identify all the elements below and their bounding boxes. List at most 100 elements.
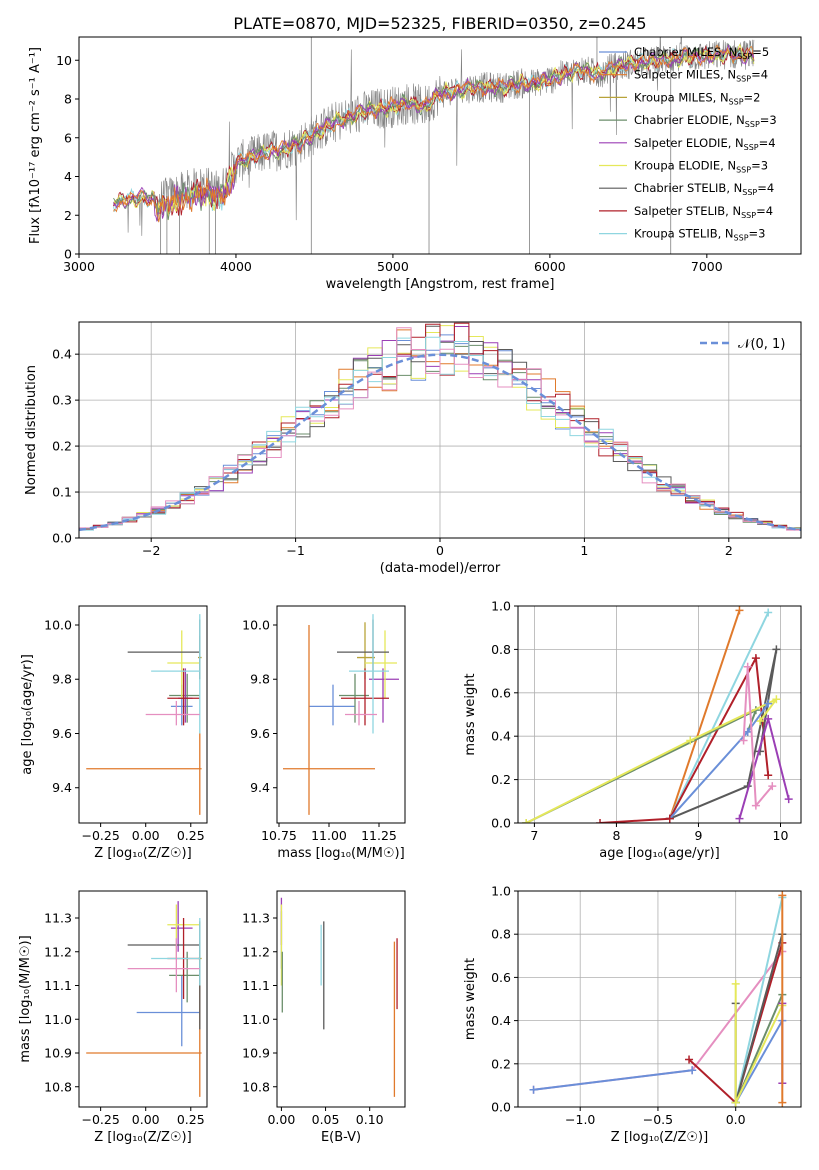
age_weight-ylabel: mass weight: [463, 673, 478, 755]
y-tick-label: 11.2: [44, 944, 72, 959]
x-tick-label: −0.25: [81, 828, 119, 843]
weight-series-line: [533, 1069, 693, 1091]
weight-point: [764, 714, 773, 723]
x-tick-label: 0.00: [267, 1112, 295, 1127]
weight-point: [768, 782, 777, 791]
weight-point: [743, 662, 752, 671]
y-tick-label: 11.1: [44, 978, 72, 993]
errorbar-point: [151, 918, 201, 986]
weight-point: [596, 819, 605, 823]
x-tick-label: −1: [286, 543, 304, 558]
weight-point: [778, 891, 787, 900]
errorbar-point: [309, 684, 355, 726]
y-tick-label: 0: [64, 247, 72, 262]
model-spectrum-line: [113, 44, 754, 223]
residual-histogram: [79, 327, 801, 531]
errorbar-point: [345, 700, 377, 726]
y-tick-label: 11.1: [242, 978, 270, 993]
weight-series-line: [734, 897, 784, 1103]
age_weight-plot-area: [518, 606, 801, 823]
x-tick-label: 7: [530, 828, 538, 843]
legend-entry: Salpeter STELIB, NSSP=4: [634, 204, 773, 220]
weight-point: [772, 645, 781, 654]
weight-point: [529, 1085, 538, 1094]
weight-point: [739, 736, 748, 745]
legend-entry: 𝒩(0, 1): [738, 337, 785, 352]
x-tick-label: −0.25: [81, 1112, 119, 1127]
weight-series-line: [668, 612, 770, 820]
weight-point: [685, 1055, 694, 1064]
spectrum-frame: [78, 36, 802, 255]
x-tick-label: −1.0: [565, 1112, 595, 1127]
y-tick-label: 2: [64, 208, 72, 223]
z_weight-xlabel: Z [log₁₀(Z/Z☉)]: [611, 1130, 708, 1145]
residuals-xlabel: (data-model)/error: [380, 561, 501, 576]
weight-series-line: [525, 698, 778, 823]
y-tick-label: 0.0: [491, 816, 511, 831]
age_weight-frame: [517, 605, 802, 824]
y-tick-label: 1.0: [491, 884, 511, 899]
errorbar-point: [151, 614, 201, 734]
z_age-ylabel: age [log₁₀(age/yr)]: [20, 654, 35, 775]
mass_age-axes: 10.75 11.00 11.25 9.4 9.6 9.8 10.0 mass [log₁₀(…: [242, 605, 406, 861]
legend-entry: Salpeter ELODIE, NSSP=4: [634, 136, 776, 152]
y-tick-label: 0.0: [491, 1100, 511, 1115]
spectrum-ylabel: Flux [fλ10⁻¹⁷ erg cm⁻² s⁻¹ A⁻¹]: [28, 47, 43, 244]
y-tick-label: 0.1: [52, 485, 72, 500]
x-tick-label: 9: [694, 828, 702, 843]
y-tick-label: 9.8: [250, 672, 270, 687]
z_mass-axes: −0.25 0.00 0.25 10.8 10.9 11.0 11.1 11.2 11.3 Z […: [18, 890, 208, 1145]
legend-entry: Chabrier ELODIE, NSSP=3: [634, 113, 777, 129]
errorbar-point: [365, 630, 397, 699]
weight-point: [764, 771, 773, 780]
spectrum-legend: Chabrier MILES, NSSP=5 Salpeter MILES, NS…: [599, 45, 777, 243]
z_mass-plot-area: [86, 901, 202, 1097]
weight-point: [751, 654, 760, 663]
legend-entry: Kroupa ELODIE, NSSP=3: [634, 159, 768, 175]
residuals-axes: −2 −1 0 1 2 0.0 0.1 0.2 0.3 0.4 (data-model)/error…: [24, 321, 802, 576]
errorbar-point: [341, 668, 389, 726]
y-tick-label: 10.8: [242, 1079, 270, 1094]
z_age-frame: [78, 605, 208, 824]
x-tick-label: 1: [580, 543, 588, 558]
figure-title: PLATE=0870, MJD=52325, FIBERID=0350, z=0…: [233, 14, 646, 33]
spectrum-axes: 3000 4000 5000 6000 7000 0 2 4 6 8 10 wavelength [A…: [28, 36, 802, 292]
age_weight-xlabel: age [log₁₀(age/yr)]: [599, 846, 720, 861]
x-tick-label: 10: [773, 828, 789, 843]
x-tick-label: 4000: [220, 259, 252, 274]
legend-entry: Salpeter MILES, NSSP=4: [634, 68, 768, 84]
errorbar-point: [127, 938, 200, 993]
weight-series-line: [742, 666, 774, 809]
y-tick-label: 9.6: [250, 726, 270, 741]
weight-point: [735, 606, 744, 615]
x-tick-label: 10.75: [261, 828, 297, 843]
y-tick-label: 0.4: [491, 729, 511, 744]
x-tick-label: 0.00: [132, 1112, 160, 1127]
age_weight-axes: 7 8 9 10 0.0 0.2 0.4 0.6 0.8 1.0 age [log₁₀(age/yr…: [463, 599, 802, 861]
mass_age-frame: [276, 605, 406, 824]
weight-point: [731, 1098, 740, 1107]
z_mass-xlabel: Z [log₁₀(Z/Z☉)]: [94, 1130, 191, 1145]
weight-point: [735, 814, 744, 823]
normal-curve: [79, 353, 801, 532]
ebv_mass-xlabel: E(B-V): [321, 1130, 361, 1145]
z_weight-plot-area: [518, 891, 801, 1107]
weight-series-line: [668, 609, 741, 820]
mass_age-plot-area: [283, 614, 399, 815]
z_mass-ylabel: mass [log₁₀(M/M☉)]: [18, 935, 33, 1062]
ebv_mass-plot-area: [280, 897, 398, 1097]
spectrum-xlabel: wavelength [Angstrom, rest frame]: [326, 277, 555, 292]
x-tick-label: 0.25: [177, 828, 205, 843]
x-tick-label: 0.05: [312, 1112, 340, 1127]
ebv_mass-frame: [276, 890, 406, 1108]
y-tick-label: 0.6: [491, 685, 511, 700]
weight-point: [772, 695, 781, 704]
weight-point: [778, 1098, 787, 1107]
x-tick-label: 0.10: [356, 1112, 384, 1127]
x-tick-label: 6000: [534, 259, 566, 274]
weight-point: [665, 814, 674, 823]
weight-point: [764, 608, 773, 617]
z_weight-frame: [517, 890, 802, 1108]
y-tick-label: 0.2: [491, 772, 511, 787]
